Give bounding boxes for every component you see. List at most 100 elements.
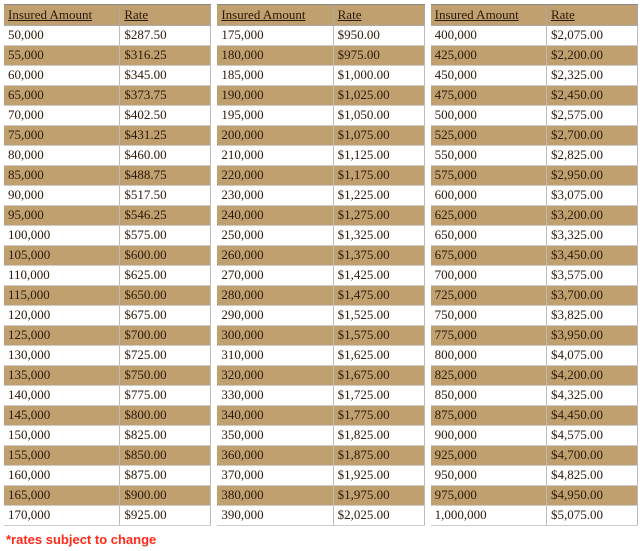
cell-insured-amount: 175,000 [217, 26, 333, 46]
table-row: 340,000$1,775.00 [217, 406, 424, 426]
cell-insured-amount: 220,000 [217, 166, 333, 186]
cell-insured-amount: 370,000 [217, 466, 333, 486]
cell-insured-amount: 290,000 [217, 306, 333, 326]
cell-insured-amount: 200,000 [217, 126, 333, 146]
cell-insured-amount: 550,000 [431, 146, 547, 166]
cell-rate: $488.75 [120, 166, 211, 186]
cell-rate: $1,125.00 [333, 146, 424, 166]
rate-table-3: Insured Amount Rate 400,000$2,075.00425,… [431, 5, 638, 526]
table-row: 425,000$2,200.00 [431, 46, 638, 66]
cell-rate: $460.00 [120, 146, 211, 166]
col-header-amount: Insured Amount [4, 5, 120, 26]
cell-rate: $1,925.00 [333, 466, 424, 486]
table-row: 90,000$517.50 [4, 186, 211, 206]
cell-rate: $1,175.00 [333, 166, 424, 186]
cell-insured-amount: 525,000 [431, 126, 547, 146]
rate-table-1: Insured Amount Rate 50,000$287.5055,000$… [4, 5, 211, 526]
cell-insured-amount: 180,000 [217, 46, 333, 66]
cell-insured-amount: 190,000 [217, 86, 333, 106]
cell-insured-amount: 145,000 [4, 406, 120, 426]
table-row: 210,000$1,125.00 [217, 146, 424, 166]
table-row: 600,000$3,075.00 [431, 186, 638, 206]
cell-rate: $2,075.00 [546, 26, 637, 46]
table-row: 120,000$675.00 [4, 306, 211, 326]
cell-rate: $1,525.00 [333, 306, 424, 326]
cell-rate: $2,450.00 [546, 86, 637, 106]
table-row: 550,000$2,825.00 [431, 146, 638, 166]
cell-rate: $1,625.00 [333, 346, 424, 366]
table-row: 525,000$2,700.00 [431, 126, 638, 146]
cell-rate: $1,875.00 [333, 446, 424, 466]
cell-rate: $2,575.00 [546, 106, 637, 126]
cell-rate: $1,775.00 [333, 406, 424, 426]
cell-insured-amount: 160,000 [4, 466, 120, 486]
table-row: 110,000$625.00 [4, 266, 211, 286]
table-row: 370,000$1,925.00 [217, 466, 424, 486]
cell-rate: $1,975.00 [333, 486, 424, 506]
cell-rate: $3,325.00 [546, 226, 637, 246]
table-row: 80,000$460.00 [4, 146, 211, 166]
col-header-rate: Rate [546, 5, 637, 26]
table-row: 450,000$2,325.00 [431, 66, 638, 86]
cell-rate: $900.00 [120, 486, 211, 506]
table-row: 625,000$3,200.00 [431, 206, 638, 226]
cell-insured-amount: 320,000 [217, 366, 333, 386]
cell-insured-amount: 300,000 [217, 326, 333, 346]
cell-insured-amount: 120,000 [4, 306, 120, 326]
cell-insured-amount: 195,000 [217, 106, 333, 126]
cell-insured-amount: 70,000 [4, 106, 120, 126]
cell-insured-amount: 260,000 [217, 246, 333, 266]
table-row: 360,000$1,875.00 [217, 446, 424, 466]
cell-rate: $2,200.00 [546, 46, 637, 66]
cell-rate: $1,825.00 [333, 426, 424, 446]
cell-insured-amount: 475,000 [431, 86, 547, 106]
cell-rate: $3,575.00 [546, 266, 637, 286]
cell-rate: $345.00 [120, 66, 211, 86]
cell-rate: $287.50 [120, 26, 211, 46]
cell-rate: $2,025.00 [333, 506, 424, 526]
table-row: 150,000$825.00 [4, 426, 211, 446]
cell-rate: $4,450.00 [546, 406, 637, 426]
cell-rate: $650.00 [120, 286, 211, 306]
cell-rate: $5,075.00 [546, 506, 637, 526]
cell-insured-amount: 230,000 [217, 186, 333, 206]
cell-insured-amount: 85,000 [4, 166, 120, 186]
cell-rate: $546.25 [120, 206, 211, 226]
table-row: 575,000$2,950.00 [431, 166, 638, 186]
table-row: 950,000$4,825.00 [431, 466, 638, 486]
cell-rate: $3,450.00 [546, 246, 637, 266]
table-row: 185,000$1,000.00 [217, 66, 424, 86]
cell-insured-amount: 875,000 [431, 406, 547, 426]
table-row: 220,000$1,175.00 [217, 166, 424, 186]
table-row: 310,000$1,625.00 [217, 346, 424, 366]
table-row: 725,000$3,700.00 [431, 286, 638, 306]
cell-insured-amount: 975,000 [431, 486, 547, 506]
cell-insured-amount: 155,000 [4, 446, 120, 466]
table-row: 195,000$1,050.00 [217, 106, 424, 126]
cell-insured-amount: 400,000 [431, 26, 547, 46]
cell-rate: $1,725.00 [333, 386, 424, 406]
cell-insured-amount: 425,000 [431, 46, 547, 66]
cell-insured-amount: 250,000 [217, 226, 333, 246]
table-row: 230,000$1,225.00 [217, 186, 424, 206]
cell-rate: $1,075.00 [333, 126, 424, 146]
table-row: 85,000$488.75 [4, 166, 211, 186]
cell-insured-amount: 1,000,000 [431, 506, 547, 526]
cell-insured-amount: 330,000 [217, 386, 333, 406]
rate-table-2-body: 175,000$950.00180,000$975.00185,000$1,00… [217, 26, 424, 526]
cell-insured-amount: 800,000 [431, 346, 547, 366]
table-row: 380,000$1,975.00 [217, 486, 424, 506]
cell-rate: $1,000.00 [333, 66, 424, 86]
rate-table-block-1: Insured Amount Rate 50,000$287.5055,000$… [4, 4, 211, 526]
rate-table-block-3: Insured Amount Rate 400,000$2,075.00425,… [431, 4, 638, 526]
cell-insured-amount: 725,000 [431, 286, 547, 306]
cell-insured-amount: 575,000 [431, 166, 547, 186]
table-row: 190,000$1,025.00 [217, 86, 424, 106]
table-row: 60,000$345.00 [4, 66, 211, 86]
table-row: 900,000$4,575.00 [431, 426, 638, 446]
col-header-rate: Rate [333, 5, 424, 26]
table-row: 850,000$4,325.00 [431, 386, 638, 406]
table-row: 100,000$575.00 [4, 226, 211, 246]
cell-rate: $316.25 [120, 46, 211, 66]
table-row: 875,000$4,450.00 [431, 406, 638, 426]
